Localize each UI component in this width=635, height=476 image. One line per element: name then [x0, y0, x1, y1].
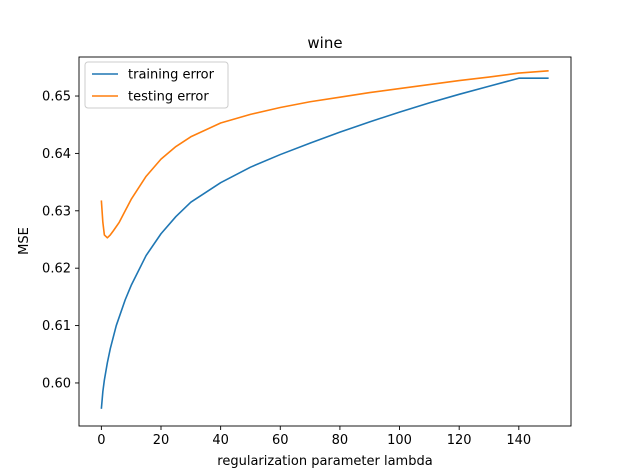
- y-tick-label: 0.61: [42, 319, 71, 334]
- x-tick-label: 80: [332, 433, 349, 448]
- x-axis-ticks: 0 20 40 60 80 100 120 140: [97, 426, 531, 448]
- y-tick-label: 0.64: [42, 147, 71, 162]
- x-tick-label: 140: [506, 433, 531, 448]
- x-tick-label: 20: [153, 433, 170, 448]
- plot-area-frame: [78, 56, 572, 427]
- series-lines: [100, 69, 549, 409]
- legend: training error testing error: [84, 61, 229, 109]
- x-tick-label: 100: [387, 433, 412, 448]
- legend-label-testing-error: testing error: [128, 90, 209, 105]
- y-tick-label: 0.65: [42, 90, 71, 105]
- y-tick-label: 0.60: [42, 376, 71, 391]
- x-axis-label: regularization parameter lambda: [217, 454, 432, 469]
- x-tick-label: 0: [97, 433, 105, 448]
- x-tick-label: 40: [212, 433, 229, 448]
- x-tick-label: 120: [447, 433, 472, 448]
- y-tick-label: 0.62: [42, 262, 71, 277]
- x-tick-label: 60: [272, 433, 289, 448]
- legend-box: [84, 61, 229, 109]
- chart-title: wine: [307, 34, 342, 52]
- y-tick-label: 0.63: [42, 204, 71, 219]
- series-line-testing-error: [100, 69, 549, 239]
- legend-label-training-error: training error: [128, 68, 215, 83]
- y-axis-label: MSE: [17, 227, 32, 255]
- series-line-training-error: [100, 77, 549, 409]
- y-axis-ticks: 0.60 0.61 0.62 0.63 0.64 0.65: [42, 90, 79, 391]
